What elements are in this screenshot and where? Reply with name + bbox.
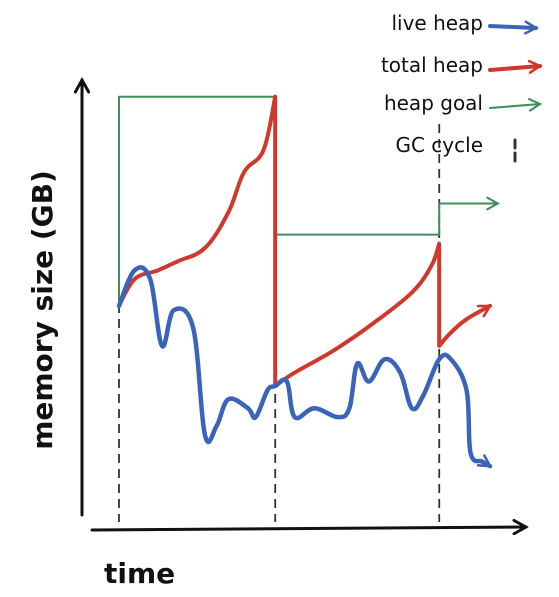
legend-swatch-total-heap: [488, 66, 540, 70]
legend-label-heap-goal: heap goal: [384, 91, 483, 115]
legend: live heap total heap heap goal GC cycle: [381, 11, 543, 166]
series-live-heap: [116, 265, 493, 469]
legend-label-live-heap: live heap: [391, 11, 483, 35]
legend-swatch-heap-goal: [489, 97, 543, 112]
legend-label-gc-cycle: GC cycle: [395, 133, 483, 157]
x-axis: [90, 527, 526, 530]
x-axis-label: time: [104, 557, 175, 590]
y-axis-label: memory size (GB): [26, 170, 59, 450]
legend-swatch-live-heap: [488, 26, 536, 28]
legend-label-total-heap: total heap: [381, 53, 483, 77]
series-layer: [116, 94, 500, 469]
